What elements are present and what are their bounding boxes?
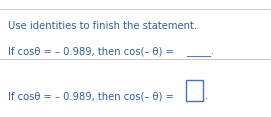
Text: Use identities to finish the statement.: Use identities to finish the statement. (8, 21, 197, 31)
Text: .: . (205, 91, 208, 101)
Text: _____.: _____. (186, 47, 214, 57)
Text: If cosθ = – 0.989, then cos(– θ) =: If cosθ = – 0.989, then cos(– θ) = (8, 91, 177, 101)
Text: If cosθ = – 0.989, then cos(– θ) =: If cosθ = – 0.989, then cos(– θ) = (8, 47, 177, 57)
